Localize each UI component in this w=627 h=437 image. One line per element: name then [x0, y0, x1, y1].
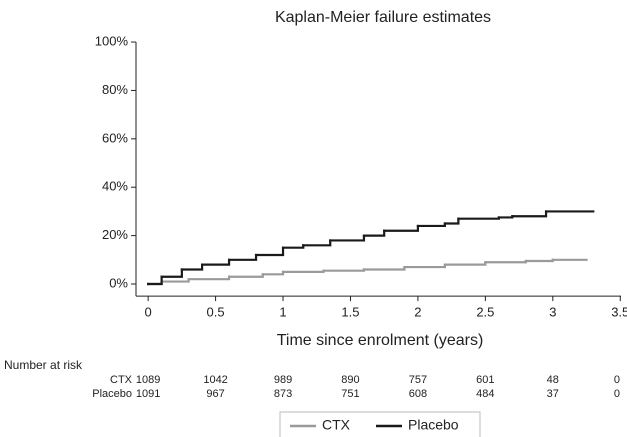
legend-label: Placebo — [408, 417, 459, 433]
curve-step — [187, 275, 231, 281]
x-tick-label: 1 — [279, 305, 286, 320]
curve-step — [416, 222, 446, 228]
risk-value: 1089 — [136, 374, 160, 386]
curve-step — [160, 268, 183, 278]
y-tick-label: 60% — [102, 130, 128, 145]
y-tick-label: 40% — [102, 179, 128, 194]
curve-step — [443, 261, 487, 266]
curve-step — [302, 239, 332, 247]
risk-value: 37 — [547, 388, 559, 400]
risk-value: 601 — [476, 374, 494, 386]
curve-step — [227, 273, 264, 278]
curve-step — [329, 234, 366, 242]
risk-value: 1042 — [203, 374, 227, 386]
curve-step — [524, 258, 554, 263]
curve-step — [362, 265, 406, 271]
risk-value: 967 — [206, 388, 224, 400]
x-tick-label: 3.5 — [611, 305, 627, 320]
y-tick-label: 0% — [109, 275, 128, 290]
curve-step — [484, 259, 527, 264]
curve-step — [403, 263, 446, 269]
curve-step — [261, 270, 285, 276]
risk-value: 0 — [614, 374, 620, 386]
curve-step — [383, 224, 420, 232]
risk-value: 1091 — [136, 388, 160, 400]
curve-step — [254, 246, 285, 257]
curve-step — [180, 263, 204, 271]
risk-row-label: CTX — [110, 374, 133, 386]
curve-step — [511, 210, 548, 218]
risk-value: 757 — [409, 374, 427, 386]
y-tick-label: 20% — [102, 227, 128, 242]
curve-step — [497, 215, 514, 219]
risk-row-label: Placebo — [92, 388, 132, 400]
y-tick-label: 80% — [102, 82, 128, 97]
y-tick-label: 100% — [95, 33, 129, 48]
curve-step — [457, 216, 500, 220]
risk-value: 989 — [274, 374, 292, 386]
risk-value: 48 — [547, 374, 559, 386]
x-tick-label: 3 — [549, 305, 556, 320]
legend-label: CTX — [322, 417, 351, 433]
curve-step — [281, 244, 305, 249]
curve-step — [362, 229, 386, 237]
x-tick-label: 1.5 — [341, 305, 359, 320]
x-tick-label: 0 — [145, 305, 152, 320]
curve-step — [322, 268, 366, 272]
risk-value: 873 — [274, 388, 292, 400]
x-tick-label: 2 — [414, 305, 421, 320]
curve-step — [147, 275, 163, 286]
risk-table-title: Number at risk — [4, 358, 83, 372]
curve-step — [227, 253, 258, 261]
legend-box — [279, 411, 481, 437]
curve-step — [200, 258, 231, 266]
chart-title: Kaplan-Meier failure estimates — [275, 9, 491, 26]
curve-step — [443, 217, 460, 225]
x-tick-label: 0.5 — [207, 305, 225, 320]
x-tick-label: 2.5 — [476, 305, 494, 320]
risk-value: 751 — [341, 388, 359, 400]
risk-value: 484 — [476, 388, 494, 400]
risk-value: 890 — [341, 374, 359, 386]
risk-value: 608 — [409, 388, 427, 400]
risk-value: 0 — [614, 388, 620, 400]
curve-step — [281, 269, 325, 274]
curve-step — [160, 278, 190, 283]
x-axis-title: Time since enrolment (years) — [277, 332, 484, 349]
